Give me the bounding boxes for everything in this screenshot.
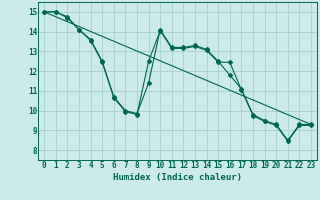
X-axis label: Humidex (Indice chaleur): Humidex (Indice chaleur) (113, 173, 242, 182)
